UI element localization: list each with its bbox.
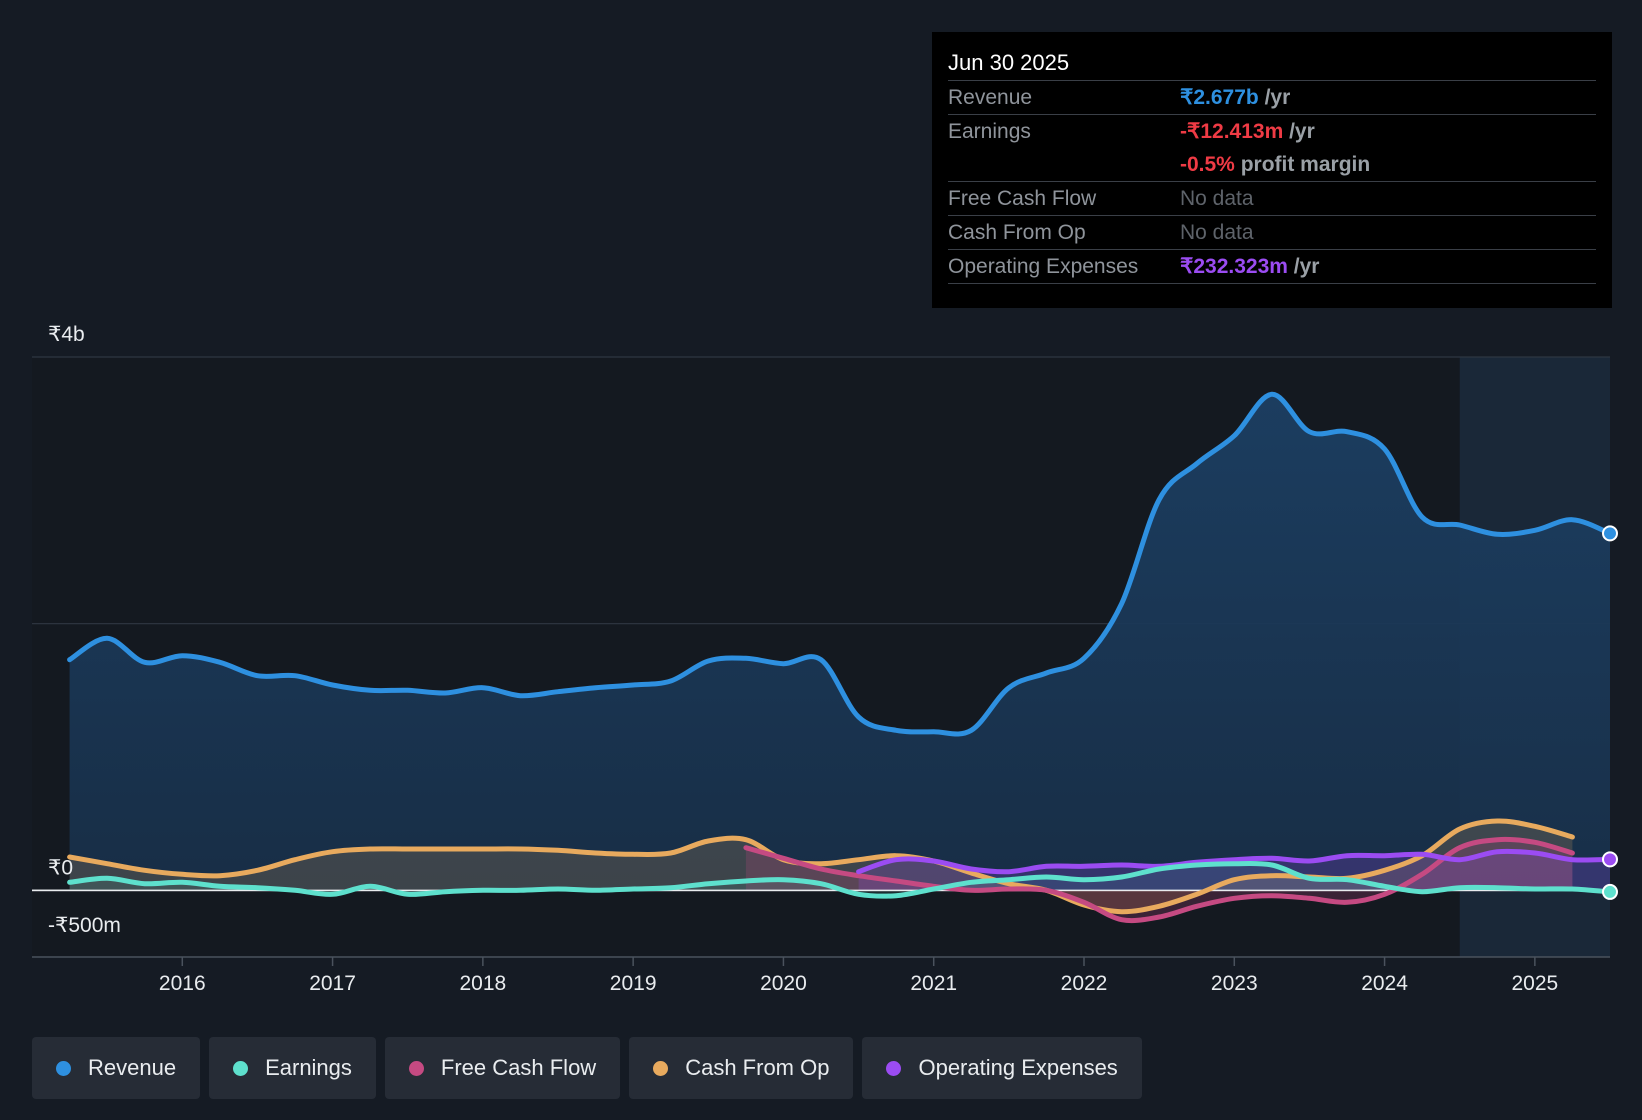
legend-item-earnings[interactable]: Earnings — [209, 1037, 376, 1099]
tooltip-row-earnings: Earnings -₹12.413m /yr — [948, 115, 1596, 148]
tooltip-row-margin: -0.5% profit margin — [948, 148, 1596, 182]
legend: Revenue Earnings Free Cash Flow Cash Fro… — [32, 1037, 1142, 1099]
tooltip-label-cfo: Cash From Op — [948, 221, 1086, 244]
x-tick-label: 2018 — [459, 972, 506, 995]
operating-expenses-area — [858, 851, 1610, 891]
revenue-end-marker — [1602, 525, 1618, 542]
legend-label: Earnings — [265, 1055, 352, 1080]
tooltip-value-revenue: ₹2.677b — [1180, 86, 1259, 109]
tooltip-label-opex: Operating Expenses — [948, 255, 1139, 278]
operating-expenses-end-marker — [1602, 851, 1618, 868]
x-tick-label: 2020 — [760, 972, 807, 995]
y-tick-label: ₹4b — [48, 323, 85, 346]
tooltip-unit-margin: profit margin — [1234, 153, 1371, 176]
legend-dot-icon — [56, 1060, 71, 1076]
y-tick-label: ₹0 — [48, 856, 73, 879]
tooltip-row-fcf: Free Cash Flow No data — [948, 182, 1596, 216]
tooltip-unit-earnings: /yr — [1283, 120, 1315, 143]
tooltip-date: Jun 30 2025 — [948, 46, 1596, 81]
tooltip-value-earnings: -₹12.413m — [1180, 120, 1284, 143]
tooltip-unit-opex: /yr — [1287, 255, 1320, 278]
legend-item-free-cash-flow[interactable]: Free Cash Flow — [384, 1037, 621, 1099]
revenue-line — [67, 391, 1613, 737]
legend-dot-icon — [886, 1060, 902, 1076]
tooltip-row-opex: Operating Expenses ₹232.323m /yr — [948, 250, 1596, 284]
x-tick-label: 2025 — [1511, 972, 1558, 995]
tooltip-value-opex: ₹232.323m — [1180, 255, 1288, 278]
tooltip-panel: Jun 30 2025 Revenue ₹2.677b /yr Earnings… — [932, 32, 1612, 308]
legend-label: Revenue — [88, 1055, 177, 1080]
legend-label: Free Cash Flow — [440, 1055, 597, 1080]
legend-label: Operating Expenses — [918, 1055, 1118, 1080]
legend-dot-icon — [233, 1060, 249, 1076]
tooltip-row-revenue: Revenue ₹2.677b /yr — [948, 81, 1596, 115]
free-cash-flow-line — [743, 836, 1575, 924]
x-tick-label: 2016 — [159, 972, 206, 995]
cash-from-op-area — [69, 820, 1573, 912]
legend-dot-icon — [653, 1060, 669, 1076]
earnings-end-marker — [1602, 883, 1618, 900]
tooltip-row-cfo: Cash From Op No data — [948, 216, 1596, 250]
x-tick-label: 2021 — [910, 972, 957, 995]
tooltip-label-revenue: Revenue — [948, 86, 1033, 109]
x-tick-label: 2023 — [1211, 972, 1258, 995]
legend-item-revenue[interactable]: Revenue — [32, 1037, 201, 1099]
earnings-line — [67, 860, 1613, 899]
earnings-area — [69, 863, 1611, 897]
tooltip-value-cfo: No data — [1180, 221, 1254, 244]
legend-item-operating-expenses[interactable]: Operating Expenses — [862, 1037, 1142, 1099]
x-tick-label: 2017 — [309, 972, 356, 995]
x-tick-label: 2022 — [1061, 972, 1108, 995]
tooltip-value-margin: -0.5% — [1180, 153, 1235, 176]
tooltip-unit-revenue: /yr — [1258, 86, 1291, 109]
x-tick-label: 2019 — [610, 972, 657, 995]
tooltip-value-fcf: No data — [1180, 187, 1254, 210]
legend-item-cash-from-op[interactable]: Cash From Op — [629, 1037, 854, 1099]
y-tick-label: -₹500m — [48, 914, 121, 937]
tooltip-label-fcf: Free Cash Flow — [948, 187, 1097, 210]
legend-dot-icon — [408, 1060, 424, 1076]
x-tick-label: 2024 — [1361, 972, 1408, 995]
revenue-area — [69, 394, 1611, 891]
operating-expenses-line — [856, 848, 1613, 875]
legend-label: Cash From Op — [685, 1055, 830, 1080]
tooltip-label-earnings: Earnings — [948, 120, 1031, 143]
